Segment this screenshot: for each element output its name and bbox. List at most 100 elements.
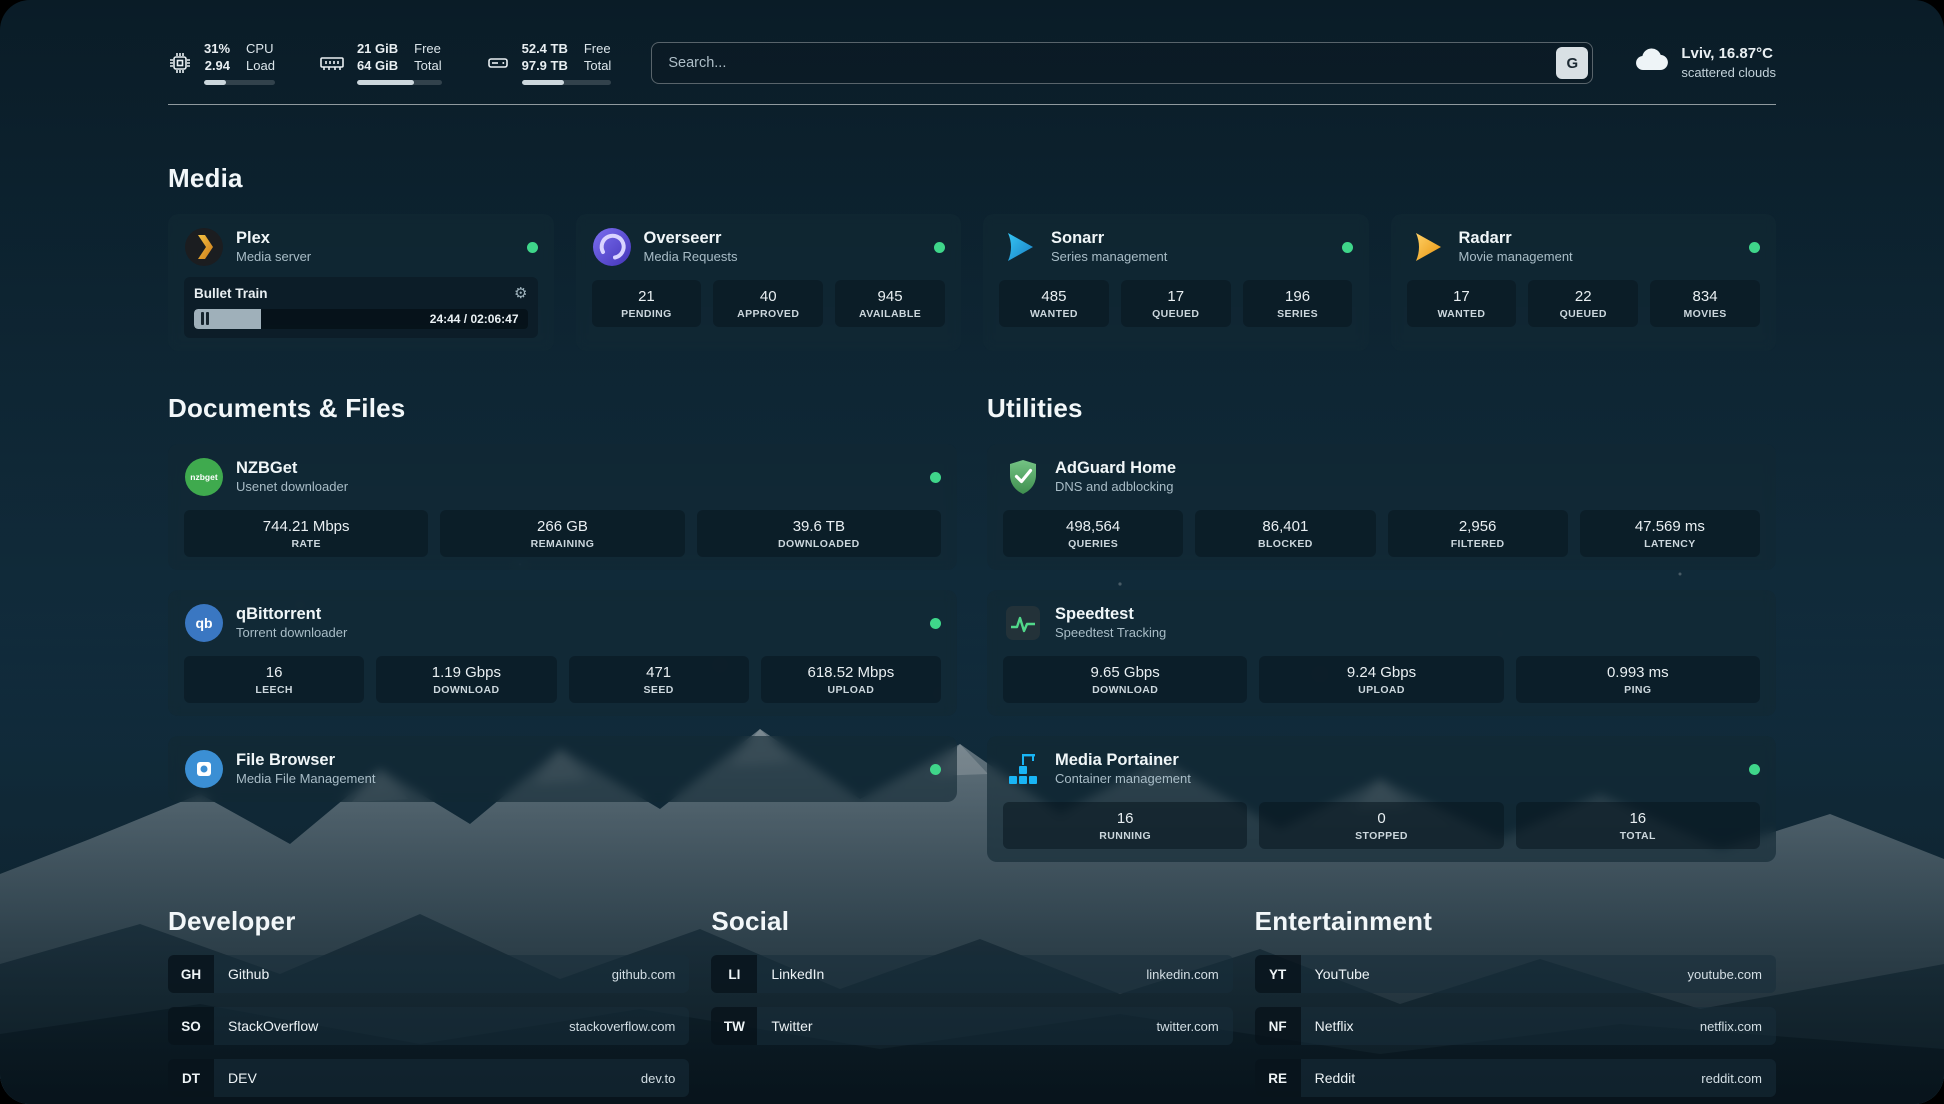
service-card-adguard[interactable]: AdGuard Home DNS and adblocking 498,564 … (987, 444, 1776, 570)
stat-label: PENDING (621, 308, 672, 320)
stat-label: QUEUED (1559, 308, 1607, 320)
plex-icon (184, 227, 224, 267)
stat-value: 0.993 ms (1606, 664, 1669, 681)
bookmark-twitter[interactable]: TW Twitter twitter.com (711, 1007, 1233, 1045)
stat-value: 16 (265, 664, 283, 681)
stat-label: MOVIES (1683, 308, 1727, 320)
memory-icon (319, 51, 345, 75)
stat-label: RATE (291, 538, 321, 550)
svg-text:qb: qb (195, 615, 212, 631)
bookmark-name: Github (228, 966, 270, 982)
memory-progress-bar (356, 80, 442, 86)
status-dot (526, 241, 538, 253)
service-subtitle: Media File Management (236, 771, 376, 787)
portainer-icon (1003, 749, 1043, 789)
memory-total: 64 GiB (356, 57, 399, 73)
stat-value: 22 (1574, 288, 1592, 305)
memory-label-top: Free (414, 40, 441, 56)
service-subtitle: Series management (1051, 249, 1168, 265)
topbar-divider (168, 104, 1776, 105)
stat-label: SEED (643, 684, 674, 696)
nzbget-icon: nzbget (184, 457, 224, 497)
stat-download: 9.65 Gbps DOWNLOAD (1003, 656, 1248, 703)
stat-ping: 0.993 ms PING (1515, 656, 1760, 703)
bookmark-url: netflix.com (1699, 1018, 1762, 1034)
search-input[interactable] (651, 42, 1594, 84)
stat-value: 86,401 (1262, 518, 1309, 535)
service-card-overseerr[interactable]: Overseerr Media Requests 21 PENDING 40 A… (575, 214, 961, 351)
service-card-plex[interactable]: Plex Media server Bullet Train ⚙ (168, 214, 554, 351)
stat-label: LEECH (255, 684, 293, 696)
bookmark-netflix[interactable]: NF Netflix netflix.com (1254, 1007, 1776, 1045)
stat-queries: 498,564 QUERIES (1003, 510, 1184, 557)
weather-widget[interactable]: Lviv, 16.87°C scattered clouds (1633, 44, 1776, 82)
service-name: NZBGet (236, 458, 298, 477)
disk-progress-bar (521, 80, 612, 86)
bookmark-abbr: GH (168, 955, 214, 993)
bookmark-github[interactable]: GH Github github.com (168, 955, 690, 993)
stat-approved: 40 APPROVED (713, 280, 824, 327)
stat-value: 744.21 Mbps (262, 518, 350, 535)
bookmark-group-social: Social LI LinkedIn linkedin.com TW Twitt… (711, 906, 1233, 1045)
stat-value: 40 (759, 288, 777, 305)
stat-value: 17 (1167, 288, 1185, 305)
stat-blocked: 86,401 BLOCKED (1195, 510, 1376, 557)
service-card-qbittorrent[interactable]: qb qBittorrent Torrent downloader (168, 590, 957, 716)
stat-value: 2,956 (1458, 518, 1497, 535)
service-card-radarr[interactable]: Radarr Movie management 17 WANTED 22 QUE… (1390, 214, 1776, 351)
service-card-sonarr[interactable]: Sonarr Series management 485 WANTED 17 Q… (983, 214, 1369, 351)
pause-icon[interactable] (201, 312, 209, 325)
service-subtitle: Torrent downloader (236, 625, 348, 641)
stat-value: 471 (646, 664, 672, 681)
now-playing-title: Bullet Train (194, 285, 268, 301)
stat-value: 39.6 TB (792, 518, 845, 535)
service-subtitle: Container management (1055, 771, 1191, 787)
stat-value: 834 (1692, 288, 1718, 305)
stat-value: 16 (1629, 810, 1647, 827)
stat-value: 945 (877, 288, 903, 305)
bookmark-abbr: DT (168, 1059, 214, 1097)
playback-progress-bar[interactable]: 24:44 / 02:06:47 (194, 309, 528, 329)
gear-icon[interactable]: ⚙ (514, 285, 528, 302)
bookmark-youtube[interactable]: YT YouTube youtube.com (1254, 955, 1776, 993)
bookmark-linkedin[interactable]: LI LinkedIn linkedin.com (711, 955, 1233, 993)
stat-label: UPLOAD (1358, 684, 1405, 696)
cpu-icon (168, 51, 192, 75)
service-card-speedtest[interactable]: Speedtest Speedtest Tracking 9.65 Gbps D… (987, 590, 1776, 716)
bookmark-reddit[interactable]: RE Reddit reddit.com (1254, 1059, 1776, 1097)
stat-wanted: 485 WANTED (999, 280, 1109, 327)
service-card-portainer[interactable]: Media Portainer Container management 16 … (987, 736, 1776, 862)
stat-label: AVAILABLE (859, 308, 922, 320)
stat-wanted: 17 WANTED (1406, 280, 1517, 327)
service-card-nzbget[interactable]: nzbget NZBGet Usenet downloader 74 (168, 444, 957, 570)
status-dot (930, 471, 941, 483)
weather-condition: scattered clouds (1681, 65, 1776, 81)
stat-value: 498,564 (1066, 518, 1121, 535)
service-name: File Browser (236, 750, 336, 769)
search-provider-button[interactable]: G (1556, 47, 1589, 79)
stat-remaining: 266 GB REMAINING (440, 510, 685, 557)
bookmark-stackoverflow[interactable]: SO StackOverflow stackoverflow.com (168, 1007, 690, 1045)
service-name: Plex (236, 228, 270, 247)
stat-filtered: 2,956 FILTERED (1387, 510, 1568, 557)
service-subtitle: Media Requests (643, 249, 738, 265)
bookmark-name: Reddit (1314, 1070, 1356, 1086)
service-card-filebrowser[interactable]: File Browser Media File Management (168, 736, 957, 802)
search-bar: G (651, 42, 1594, 84)
service-name: Speedtest (1055, 604, 1134, 623)
bookmark-dev[interactable]: DT DEV dev.to (168, 1059, 690, 1097)
section-title-utilities: Utilities (987, 393, 1083, 423)
svg-text:nzbget: nzbget (190, 472, 218, 482)
stat-value: 9.65 Gbps (1090, 664, 1160, 681)
disk-label-top: Free (583, 40, 611, 56)
section-media: Media Plex (168, 163, 1776, 351)
stat-queued: 22 QUEUED (1528, 280, 1639, 327)
stat-label: STOPPED (1355, 830, 1408, 842)
bookmark-group-title: Social (711, 906, 790, 936)
section-title-documents: Documents & Files (168, 393, 406, 423)
adguard-icon (1003, 457, 1043, 497)
service-name: qBittorrent (236, 604, 322, 623)
stat-leech: 16 LEECH (184, 656, 365, 703)
stat-value: 21 (638, 288, 655, 305)
top-bar: 31% 2.94 CPU Load (168, 32, 1776, 94)
